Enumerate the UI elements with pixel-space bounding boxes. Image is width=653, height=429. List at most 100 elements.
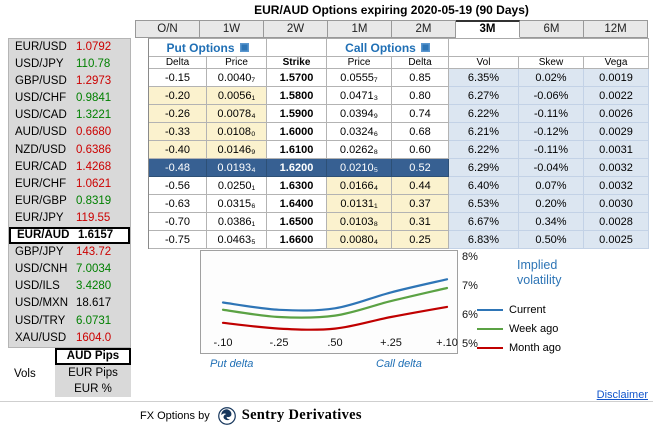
currency-pair-row-aud-usd[interactable]: AUD/USD 0.6680 bbox=[9, 124, 130, 141]
call-delta-cell[interactable]: 0.85 bbox=[392, 69, 449, 87]
call-delta-cell[interactable]: 0.44 bbox=[392, 177, 449, 195]
call-delta-cell[interactable]: 0.37 bbox=[392, 195, 449, 213]
currency-pair-row-usd-chf[interactable]: USD/CHF 0.9841 bbox=[9, 90, 130, 107]
tab-1m[interactable]: 1M bbox=[328, 20, 392, 38]
currency-pair-row-usd-try[interactable]: USD/TRY 6.0731 bbox=[9, 313, 130, 330]
put-delta-cell[interactable]: -0.75 bbox=[149, 231, 207, 249]
vol-cell[interactable]: 6.29% bbox=[449, 159, 519, 177]
strike-cell[interactable]: 1.5900 bbox=[267, 105, 327, 123]
skew-cell[interactable]: 0.20% bbox=[519, 195, 584, 213]
vol-cell[interactable]: 6.67% bbox=[449, 213, 519, 231]
currency-pair-row-eur-usd[interactable]: EUR/USD 1.0792 bbox=[9, 39, 130, 56]
strike-cell[interactable]: 1.6100 bbox=[267, 141, 327, 159]
skew-cell[interactable]: -0.06% bbox=[519, 87, 584, 105]
vol-cell[interactable]: 6.53% bbox=[449, 195, 519, 213]
currency-pair-row-eur-gbp[interactable]: EUR/GBP 0.8319 bbox=[9, 193, 130, 210]
put-delta-cell[interactable]: -0.70 bbox=[149, 213, 207, 231]
put-delta-cell[interactable]: -0.15 bbox=[149, 69, 207, 87]
put-price-cell[interactable]: 0.0040₇ bbox=[207, 69, 267, 87]
vol-cell[interactable]: 6.21% bbox=[449, 123, 519, 141]
put-price-cell[interactable]: 0.0193₄ bbox=[207, 159, 267, 177]
call-price-cell[interactable]: 0.0103₈ bbox=[327, 213, 392, 231]
put-delta-cell[interactable]: -0.20 bbox=[149, 87, 207, 105]
call-delta-cell[interactable]: 0.60 bbox=[392, 141, 449, 159]
vol-cell[interactable]: 6.35% bbox=[449, 69, 519, 87]
skew-cell[interactable]: -0.11% bbox=[519, 141, 584, 159]
tab-o-n[interactable]: O/N bbox=[135, 20, 200, 38]
put-price-cell[interactable]: 0.0386₁ bbox=[207, 213, 267, 231]
put-price-cell[interactable]: 0.0108₀ bbox=[207, 123, 267, 141]
tab-2m[interactable]: 2M bbox=[392, 20, 456, 38]
vol-cell[interactable]: 6.22% bbox=[449, 105, 519, 123]
strike-cell[interactable]: 1.6200 bbox=[267, 159, 327, 177]
vega-cell[interactable]: 0.0025 bbox=[584, 231, 649, 249]
currency-pair-row-eur-chf[interactable]: EUR/CHF 1.0621 bbox=[9, 176, 130, 193]
put-price-cell[interactable]: 0.0146₉ bbox=[207, 141, 267, 159]
currency-pair-row-usd-mxn[interactable]: USD/MXN 18.617 bbox=[9, 295, 130, 312]
currency-pair-row-gbp-usd[interactable]: GBP/USD 1.2973 bbox=[9, 73, 130, 90]
call-delta-cell[interactable]: 0.25 bbox=[392, 231, 449, 249]
call-delta-cell[interactable]: 0.74 bbox=[392, 105, 449, 123]
vol-cell[interactable]: 6.40% bbox=[449, 177, 519, 195]
strike-cell[interactable]: 1.6300 bbox=[267, 177, 327, 195]
vega-cell[interactable]: 0.0022 bbox=[584, 87, 649, 105]
call-price-cell[interactable]: 0.0394₉ bbox=[327, 105, 392, 123]
disclaimer-link[interactable]: Disclaimer bbox=[596, 389, 648, 401]
currency-pair-row-usd-cad[interactable]: USD/CAD 1.3221 bbox=[9, 107, 130, 124]
call-delta-cell[interactable]: 0.31 bbox=[392, 213, 449, 231]
vol-mode-eur-pips[interactable]: EUR Pips bbox=[55, 365, 131, 381]
call-delta-cell[interactable]: 0.52 bbox=[392, 159, 449, 177]
skew-cell[interactable]: 0.50% bbox=[519, 231, 584, 249]
call-price-cell[interactable]: 0.0262₈ bbox=[327, 141, 392, 159]
put-price-cell[interactable]: 0.0078₄ bbox=[207, 105, 267, 123]
call-delta-cell[interactable]: 0.80 bbox=[392, 87, 449, 105]
tab-2w[interactable]: 2W bbox=[264, 20, 328, 38]
currency-pair-row-eur-aud[interactable]: EUR/AUD 1.6157 bbox=[9, 227, 130, 245]
tab-3m[interactable]: 3M bbox=[456, 20, 520, 38]
currency-pair-row-eur-jpy[interactable]: EUR/JPY 119.55 bbox=[9, 210, 130, 227]
call-price-cell[interactable]: 0.0555₇ bbox=[327, 69, 392, 87]
strike-cell[interactable]: 1.6600 bbox=[267, 231, 327, 249]
vol-mode-aud-pips[interactable]: AUD Pips bbox=[55, 348, 131, 365]
call-price-cell[interactable]: 0.0324₆ bbox=[327, 123, 392, 141]
strike-cell[interactable]: 1.6400 bbox=[267, 195, 327, 213]
put-price-cell[interactable]: 0.0250₁ bbox=[207, 177, 267, 195]
call-price-cell[interactable]: 0.0471₃ bbox=[327, 87, 392, 105]
skew-cell[interactable]: 0.34% bbox=[519, 213, 584, 231]
currency-pair-row-xau-usd[interactable]: XAU/USD 1604.0 bbox=[9, 330, 130, 347]
skew-cell[interactable]: -0.11% bbox=[519, 105, 584, 123]
currency-pair-row-eur-cad[interactable]: EUR/CAD 1.4268 bbox=[9, 159, 130, 176]
vega-cell[interactable]: 0.0030 bbox=[584, 195, 649, 213]
vega-cell[interactable]: 0.0031 bbox=[584, 141, 649, 159]
put-price-cell[interactable]: 0.0315₆ bbox=[207, 195, 267, 213]
currency-pair-row-usd-jpy[interactable]: USD/JPY 110.78 bbox=[9, 56, 130, 73]
call-delta-cell[interactable]: 0.68 bbox=[392, 123, 449, 141]
skew-cell[interactable]: 0.02% bbox=[519, 69, 584, 87]
vega-cell[interactable]: 0.0028 bbox=[584, 213, 649, 231]
tab-1w[interactable]: 1W bbox=[200, 20, 264, 38]
currency-pair-row-gbp-jpy[interactable]: GBP/JPY 143.72 bbox=[9, 244, 130, 261]
put-price-cell[interactable]: 0.0056₁ bbox=[207, 87, 267, 105]
vol-cell[interactable]: 6.27% bbox=[449, 87, 519, 105]
strike-cell[interactable]: 1.5700 bbox=[267, 69, 327, 87]
call-price-cell[interactable]: 0.0166₄ bbox=[327, 177, 392, 195]
tab-12m[interactable]: 12M bbox=[584, 20, 648, 38]
vol-cell[interactable]: 6.22% bbox=[449, 141, 519, 159]
vega-cell[interactable]: 0.0019 bbox=[584, 69, 649, 87]
put-delta-cell[interactable]: -0.48 bbox=[149, 159, 207, 177]
call-options-settings-icon[interactable] bbox=[420, 43, 430, 52]
vega-cell[interactable]: 0.0026 bbox=[584, 105, 649, 123]
currency-pair-row-usd-cnh[interactable]: USD/CNH 7.0034 bbox=[9, 261, 130, 278]
vega-cell[interactable]: 0.0032 bbox=[584, 159, 649, 177]
currency-pair-row-usd-ils[interactable]: USD/ILS 3.4280 bbox=[9, 278, 130, 295]
skew-cell[interactable]: -0.12% bbox=[519, 123, 584, 141]
tab-6m[interactable]: 6M bbox=[520, 20, 584, 38]
put-delta-cell[interactable]: -0.33 bbox=[149, 123, 207, 141]
strike-cell[interactable]: 1.6000 bbox=[267, 123, 327, 141]
vega-cell[interactable]: 0.0032 bbox=[584, 177, 649, 195]
call-price-cell[interactable]: 0.0131₁ bbox=[327, 195, 392, 213]
strike-cell[interactable]: 1.6500 bbox=[267, 213, 327, 231]
put-price-cell[interactable]: 0.0463₅ bbox=[207, 231, 267, 249]
call-price-cell[interactable]: 0.0080₄ bbox=[327, 231, 392, 249]
put-delta-cell[interactable]: -0.26 bbox=[149, 105, 207, 123]
